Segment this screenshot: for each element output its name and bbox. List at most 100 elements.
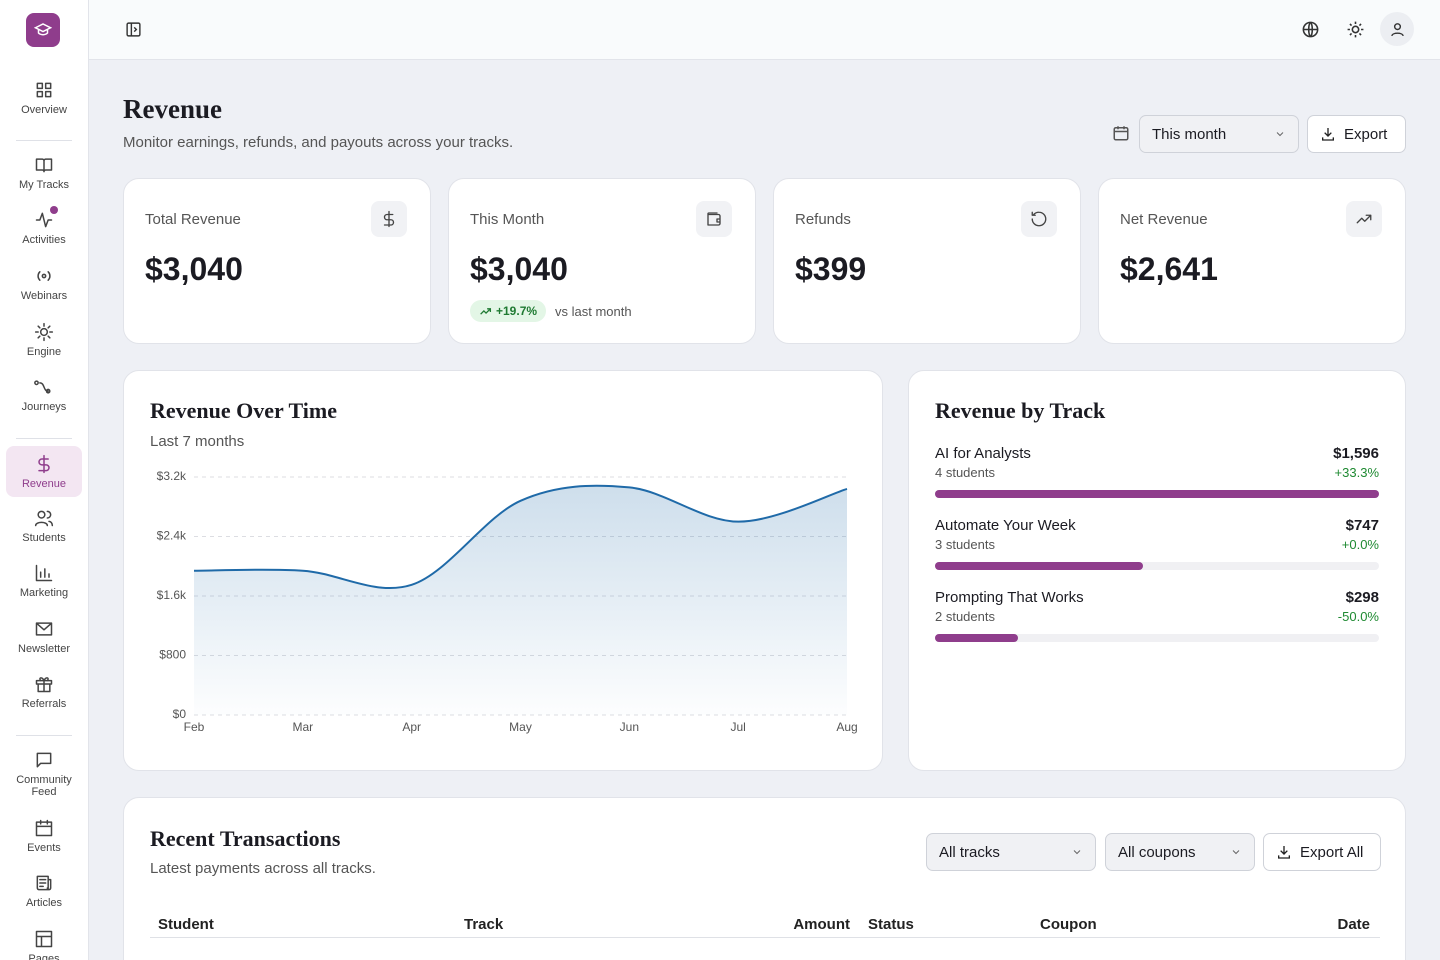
y-tick-label: $3.2k [157, 469, 187, 483]
x-tick-label: Feb [184, 720, 205, 734]
stat-label: Refunds [795, 211, 851, 228]
track-change: +33.3% [1334, 465, 1379, 480]
bar [935, 634, 1018, 642]
nav-item[interactable]: Students [6, 508, 82, 544]
track-students: 2 students [935, 609, 995, 624]
column-header: Date [1337, 916, 1370, 933]
x-tick-label: May [509, 720, 532, 734]
stat-value: $3,040 [145, 251, 243, 287]
nav-item[interactable]: My Tracks [6, 155, 82, 191]
y-tick-label: $800 [159, 648, 186, 662]
stat-icon [696, 201, 732, 237]
page-title: Revenue [123, 94, 222, 124]
language[interactable] [1301, 20, 1320, 39]
bar-track [935, 490, 1379, 498]
export-label: Export [1344, 125, 1388, 143]
change-badge: +19.7% [470, 300, 547, 322]
stat-icon [1346, 201, 1382, 237]
nav-item[interactable]: Revenue [6, 446, 82, 497]
bar [935, 490, 1379, 498]
logo[interactable] [26, 13, 60, 47]
nav-item[interactable]: Engine [6, 322, 82, 358]
nav-label: Overview [21, 104, 67, 116]
nav-item[interactable]: Events [6, 818, 82, 854]
nav-label: Students [22, 532, 66, 544]
change-value: +19.7% [496, 304, 538, 318]
stat-value: $2,641 [1120, 251, 1218, 287]
nav-item[interactable]: Activities [6, 206, 82, 246]
page-subtitle: Monitor earnings, refunds, and payouts a… [123, 134, 514, 151]
stat-label: This Month [470, 211, 545, 228]
track-students: 3 students [935, 537, 995, 552]
nav-item[interactable]: Webinars [6, 266, 82, 302]
change-note: vs last month [555, 304, 632, 319]
nav-item[interactable]: Marketing [6, 563, 82, 599]
x-tick-label: Jun [620, 720, 639, 734]
nav-item[interactable]: Articles [6, 873, 82, 909]
nav-label: Community Feed [16, 774, 72, 798]
table-divider [150, 937, 1380, 938]
line-chart: $0 $800 $1.6k $2.4k $3.2k Feb Mar Apr May Jun Jul A… [157, 469, 858, 734]
bar-track [935, 634, 1379, 642]
x-tick-label: Apr [402, 720, 421, 734]
export-all-label: Export All [1300, 843, 1364, 861]
track-students: 4 students [935, 465, 995, 480]
stat-card: Net Revenue $2,641 [1098, 178, 1406, 344]
toggle-sidebar[interactable] [125, 21, 142, 38]
nav-label: Marketing [19, 587, 69, 599]
bar-track [935, 562, 1379, 570]
revenue-over-time-card: Revenue Over Time Last 7 months $0 $800 $1… [123, 370, 883, 771]
nav-label: Referrals [21, 698, 67, 710]
x-tick-label: Aug [836, 720, 857, 734]
nav-label: Activities [22, 234, 66, 246]
nav-item[interactable]: Overview [6, 80, 82, 116]
nav-label: Pages [28, 953, 60, 960]
x-tick-label: Mar [292, 720, 313, 734]
track-value: $298 [1345, 589, 1379, 606]
x-tick-label: Jul [730, 720, 745, 734]
filter-label: All tracks [939, 843, 1000, 861]
column-header: Track [464, 916, 504, 933]
nav-label: Newsletter [18, 643, 70, 655]
chart-title: Revenue Over Time [150, 398, 337, 423]
nav-item[interactable]: Newsletter [6, 619, 82, 655]
column-header: Coupon [1040, 916, 1097, 933]
y-tick-label: $1.6k [157, 588, 187, 602]
track-name: AI for Analysts [935, 445, 1031, 462]
account[interactable] [1380, 12, 1414, 46]
stat-label: Net Revenue [1120, 211, 1208, 228]
coupon-filter[interactable]: All coupons [1105, 833, 1255, 871]
chart-title: Revenue by Track [935, 398, 1106, 423]
nav-label: Articles [25, 897, 63, 909]
export-all-button[interactable]: Export All [1263, 833, 1381, 871]
nav-item[interactable]: Referrals [6, 674, 82, 710]
calendar-icon [1113, 126, 1129, 141]
nav-item[interactable]: Community Feed [6, 750, 82, 798]
nav-item[interactable]: Journeys [6, 377, 82, 413]
track-name: Automate Your Week [935, 517, 1076, 534]
bar [935, 562, 1143, 570]
stat-label: Total Revenue [145, 211, 241, 228]
filter-label: All coupons [1118, 843, 1196, 861]
nav-item[interactable]: Pages [6, 929, 82, 960]
nav-label: Webinars [20, 290, 68, 302]
y-tick-label: $2.4k [157, 529, 187, 543]
stat-card: Total Revenue $3,040 [123, 178, 431, 344]
export-button[interactable]: Export [1307, 115, 1406, 153]
track-filter[interactable]: All tracks [926, 833, 1096, 871]
period-select[interactable]: This month [1139, 115, 1299, 153]
nav-label: Engine [26, 346, 62, 358]
stat-card: This Month $3,040 +19.7% vs last month [448, 178, 756, 344]
line [193, 484, 848, 590]
stat-card: Refunds $399 [773, 178, 1081, 344]
track-change: -50.0% [1337, 609, 1379, 624]
theme[interactable] [1346, 20, 1365, 39]
column-header: Amount [793, 916, 850, 933]
transactions-card: Recent Transactions Latest payments acro… [123, 797, 1406, 960]
stat-value: $3,040 [470, 251, 568, 287]
column-header: Student [158, 916, 214, 933]
nav-label: My Tracks [18, 179, 70, 191]
period-label: This month [1152, 125, 1227, 143]
track-name: Prompting That Works [935, 589, 1084, 606]
